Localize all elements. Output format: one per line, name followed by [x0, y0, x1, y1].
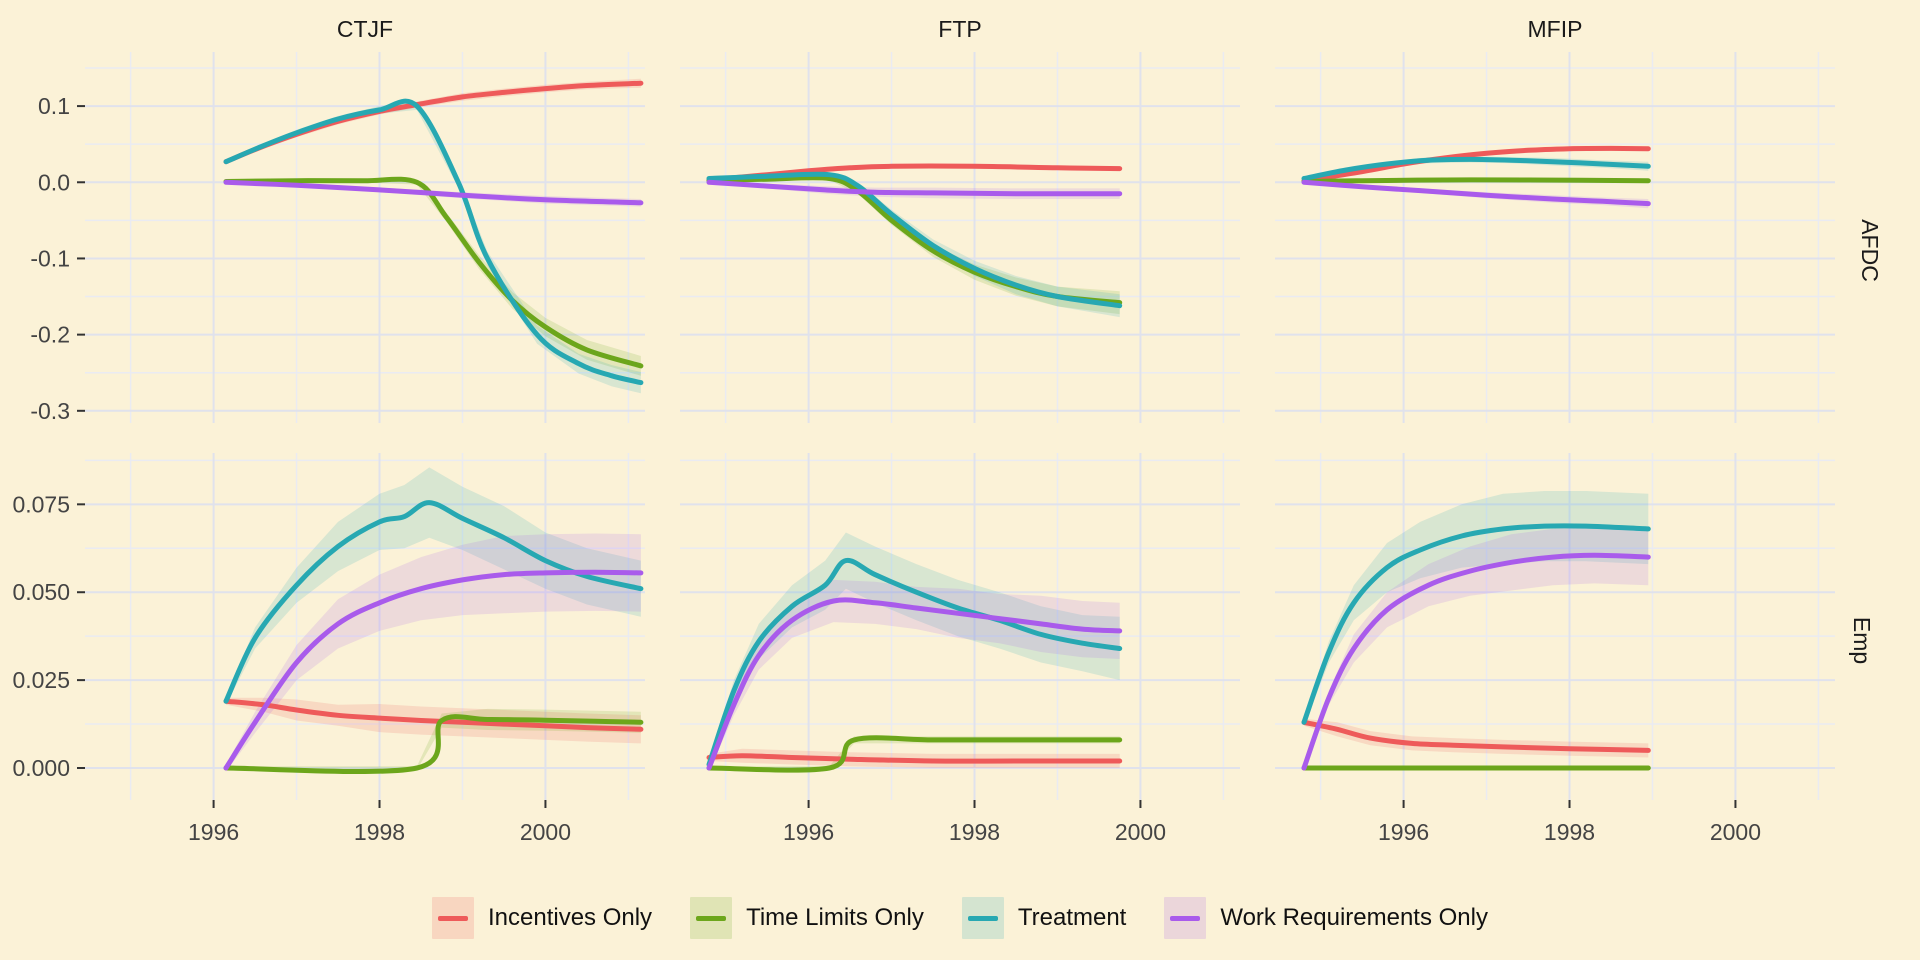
x-tick-label: 2000 [520, 819, 571, 845]
line-incentives-FTP-Emp [706, 753, 1123, 764]
legend: Incentives Only Time Limits Only Treatment… [0, 888, 1920, 948]
facet-AFDC-FTP [706, 163, 1123, 318]
ribbon-treatment [1304, 491, 1649, 726]
line-workreq-FTP-Emp [706, 597, 1123, 771]
y-tick-label: -0.3 [30, 398, 70, 424]
line-workreq-FTP-AFDC [706, 179, 1123, 197]
y-tick-label: 0.025 [12, 667, 70, 693]
y-tick-label: 0.050 [12, 579, 70, 605]
ribbon-timelimits [226, 179, 641, 376]
line-treatment-FTP-Emp [706, 557, 1123, 767]
legend-key-line-incentives [437, 915, 468, 921]
facet-Emp-FTP [706, 532, 1123, 773]
legend-key-line-treatment [967, 915, 998, 921]
facet-row-label-afdc-text: AFDC [1856, 219, 1883, 282]
legend-item-treatment: Treatment [961, 897, 1127, 939]
panel-grid-AFDC-CTJF [85, 52, 645, 423]
panel-grid-Emp-FTP [680, 453, 1240, 800]
facet-title-mfip: MFIP [1527, 16, 1583, 42]
legend-item-incentives: Incentives Only [431, 897, 653, 939]
line-workreq-CTJF-AFDC [223, 179, 644, 206]
line-timelimits-CTJF-AFDC [223, 176, 644, 369]
line-workreq-MFIP-Emp [1301, 552, 1651, 771]
line-treatment-MFIP-AFDC [1301, 156, 1651, 181]
x-tick-label: 1996 [1378, 819, 1429, 845]
facet-AFDC-CTJF [223, 78, 644, 394]
legend-key-line-workreq [1170, 915, 1201, 921]
facet-row-label-emp-text: Emp [1849, 616, 1876, 665]
line-timelimits-CTJF-Emp [223, 714, 644, 774]
x-tick-label: 1996 [783, 819, 834, 845]
line-workreq-MFIP-AFDC [1301, 179, 1651, 207]
line-timelimits-MFIP-AFDC [1301, 177, 1651, 184]
line-timelimits-FTP-Emp [706, 735, 1123, 773]
legend-label-timelimits: Time Limits Only [746, 904, 924, 931]
ribbon-treatment [709, 173, 1120, 318]
x-tick-label: 1996 [188, 819, 239, 845]
ribbon-incentives [226, 78, 641, 164]
line-incentives-MFIP-AFDC [1301, 145, 1651, 184]
x-tick-label: 1998 [354, 819, 405, 845]
legend-key-workreq [1164, 897, 1207, 939]
x-tick-label: 1998 [949, 819, 1000, 845]
line-incentives-MFIP-Emp [1301, 719, 1651, 753]
ribbon-treatment [226, 102, 641, 394]
panel-grid-AFDC-MFIP [1275, 52, 1835, 423]
legend-key-incentives [431, 897, 474, 939]
legend-key-line-timelimits [696, 915, 727, 921]
y-tick-label: 0.000 [12, 755, 70, 781]
x-tick-label: 2000 [1115, 819, 1166, 845]
legend-key-treatment [961, 897, 1004, 939]
y-tick-label: 0.075 [12, 491, 70, 517]
legend-label-workreq: Work Requirements Only [1220, 904, 1488, 931]
line-incentives-CTJF-AFDC [223, 80, 644, 165]
facet-title-ftp: FTP [938, 16, 982, 42]
legend-item-workreq: Work Requirements Only [1164, 897, 1488, 939]
x-tick-label: 1998 [1544, 819, 1595, 845]
line-treatment-MFIP-Emp [1301, 523, 1651, 725]
line-incentives-CTJF-Emp [223, 698, 644, 732]
legend-item-timelimits: Time Limits Only [690, 897, 924, 939]
ribbon-treatment [226, 467, 641, 705]
y-tick-label: 0.1 [38, 93, 70, 119]
ribbon-timelimits [709, 176, 1120, 315]
ribbon-workreq [1304, 527, 1649, 772]
panel-grid-AFDC-FTP [680, 52, 1240, 423]
facet-Emp-CTJF [223, 467, 644, 774]
line-treatment-FTP-AFDC [706, 171, 1123, 309]
legend-key-timelimits [690, 897, 733, 939]
facet-AFDC-MFIP [1301, 145, 1651, 209]
axes: 1996 1998 2000 1996 1998 2000 1996 1998 2000 0.1 0… [12, 93, 1761, 845]
legend-label-treatment: Treatment [1017, 904, 1127, 931]
legend-label-incentives: Incentives Only [487, 904, 653, 931]
y-tick-label: -0.1 [30, 245, 70, 271]
line-treatment-CTJF-Emp [223, 500, 644, 704]
line-treatment-CTJF-AFDC [223, 98, 644, 386]
y-tick-label: 0.0 [38, 169, 70, 195]
y-tick-label: -0.2 [30, 322, 70, 348]
line-workreq-CTJF-Emp [223, 569, 644, 771]
x-tick-label: 2000 [1710, 819, 1761, 845]
panel-grid-Emp-CTJF [85, 453, 645, 800]
facet-Emp-MFIP [1301, 491, 1651, 772]
facet-title-ctjf: CTJF [336, 16, 394, 42]
ribbon-workreq [226, 533, 641, 772]
